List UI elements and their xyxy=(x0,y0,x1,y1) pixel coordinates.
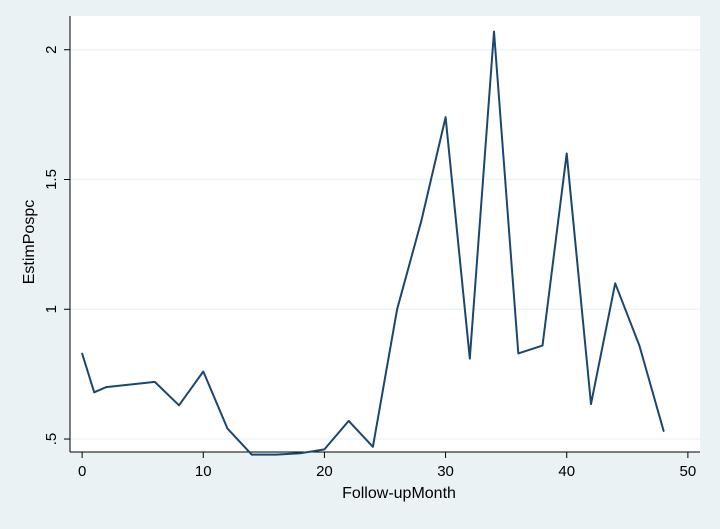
data-point xyxy=(178,404,180,407)
data-point xyxy=(541,344,544,347)
data-point xyxy=(493,30,495,33)
data-point xyxy=(614,282,616,285)
data-point xyxy=(154,381,156,383)
series-line xyxy=(81,30,665,456)
data-point xyxy=(323,448,326,451)
x-tick-label: 40 xyxy=(558,463,575,480)
data-point xyxy=(129,383,132,386)
x-tick-label: 20 xyxy=(316,463,333,480)
plot-area xyxy=(70,16,700,452)
data-point xyxy=(396,308,398,311)
data-point xyxy=(444,116,447,119)
series-group xyxy=(81,30,665,456)
data-point xyxy=(105,386,108,388)
x-tick-label: 10 xyxy=(195,463,212,480)
x-tick-label: 50 xyxy=(680,463,697,480)
data-point xyxy=(202,370,205,373)
x-axis-label: Follow-upMonth xyxy=(342,485,456,502)
data-point xyxy=(93,391,96,394)
y-tick-label: 1 xyxy=(43,305,60,313)
x-tick-label: 30 xyxy=(437,463,454,480)
y-tick-label: .5 xyxy=(43,433,60,446)
data-point xyxy=(469,357,471,360)
data-point xyxy=(275,453,277,456)
data-point xyxy=(638,344,641,347)
data-point xyxy=(226,427,229,430)
data-point xyxy=(420,220,423,222)
y-tick-label: 1.5 xyxy=(43,169,60,190)
data-point xyxy=(81,352,83,355)
data-point xyxy=(662,430,665,433)
data-point xyxy=(590,403,592,405)
data-point xyxy=(372,446,374,448)
y-tick-label: 2 xyxy=(43,46,60,54)
data-point xyxy=(299,452,301,455)
y-axis-label: EstimPospc xyxy=(21,200,38,284)
data-point xyxy=(250,453,253,456)
axes: .511.520 10 20 30 40 50 xyxy=(43,16,700,480)
data-point xyxy=(565,152,568,155)
data-point xyxy=(517,352,520,355)
data-point xyxy=(347,420,350,422)
gridlines xyxy=(70,49,700,440)
x-tick-label: 0 xyxy=(78,463,86,480)
